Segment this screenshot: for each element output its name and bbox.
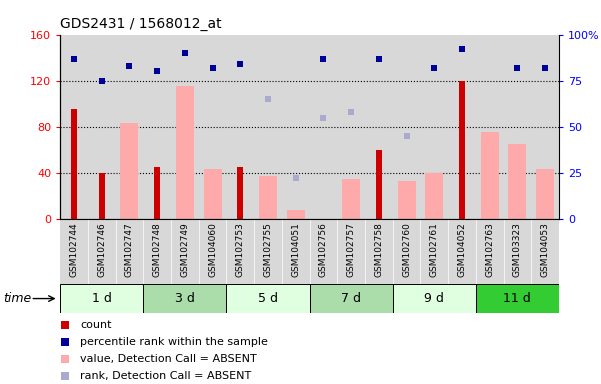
Bar	[459, 81, 465, 219]
Bar	[504, 219, 531, 284]
Text: 3 d: 3 d	[175, 292, 195, 305]
Text: GSM103323: GSM103323	[513, 222, 522, 277]
Bar	[531, 219, 559, 284]
Bar	[392, 219, 420, 284]
Bar	[337, 219, 365, 284]
Text: percentile rank within the sample: percentile rank within the sample	[80, 337, 268, 347]
Bar	[71, 109, 77, 219]
Bar	[287, 210, 305, 219]
Bar	[397, 181, 415, 219]
Bar	[536, 169, 554, 219]
Bar	[342, 179, 360, 219]
Bar	[227, 284, 310, 313]
Bar	[199, 219, 227, 284]
Text: GSM104052: GSM104052	[457, 222, 466, 277]
Text: 1 d: 1 d	[92, 292, 112, 305]
Text: GSM102746: GSM102746	[97, 222, 106, 277]
Bar	[310, 219, 337, 284]
Text: GSM102763: GSM102763	[485, 222, 494, 277]
Text: GSM102760: GSM102760	[402, 222, 411, 277]
Bar	[60, 219, 88, 284]
Text: GSM104060: GSM104060	[208, 222, 217, 277]
Bar	[508, 144, 526, 219]
Bar	[115, 219, 143, 284]
Bar	[143, 219, 171, 284]
Bar	[143, 284, 227, 313]
Bar	[376, 150, 382, 219]
Text: time: time	[3, 292, 31, 305]
Text: 11 d: 11 d	[504, 292, 531, 305]
Text: 7 d: 7 d	[341, 292, 361, 305]
Bar	[448, 219, 476, 284]
Bar	[426, 173, 443, 219]
Bar	[154, 167, 160, 219]
Text: 9 d: 9 d	[424, 292, 444, 305]
Text: GDS2431 / 1568012_at: GDS2431 / 1568012_at	[60, 17, 222, 31]
Text: GSM102757: GSM102757	[347, 222, 356, 277]
Bar	[476, 284, 559, 313]
Text: GSM102744: GSM102744	[70, 222, 79, 277]
Text: GSM102749: GSM102749	[180, 222, 189, 277]
Text: 5 d: 5 d	[258, 292, 278, 305]
Bar	[99, 173, 105, 219]
Text: GSM102755: GSM102755	[263, 222, 272, 277]
Bar	[476, 219, 504, 284]
Bar	[227, 219, 254, 284]
Text: GSM102756: GSM102756	[319, 222, 328, 277]
Bar	[237, 167, 243, 219]
Bar	[392, 284, 476, 313]
Text: GSM102748: GSM102748	[153, 222, 162, 277]
Bar	[310, 284, 392, 313]
Bar	[120, 123, 138, 219]
Bar	[204, 169, 222, 219]
Text: value, Detection Call = ABSENT: value, Detection Call = ABSENT	[80, 354, 257, 364]
Bar	[365, 219, 392, 284]
Text: rank, Detection Call = ABSENT: rank, Detection Call = ABSENT	[80, 371, 251, 381]
Bar	[254, 219, 282, 284]
Bar	[282, 219, 310, 284]
Text: count: count	[80, 320, 112, 330]
Text: GSM104053: GSM104053	[540, 222, 549, 277]
Text: GSM104051: GSM104051	[291, 222, 300, 277]
Bar	[60, 284, 143, 313]
Text: GSM102758: GSM102758	[374, 222, 383, 277]
Bar	[176, 86, 194, 219]
Text: GSM102753: GSM102753	[236, 222, 245, 277]
Bar	[88, 219, 115, 284]
Text: GSM102747: GSM102747	[125, 222, 134, 277]
Bar	[420, 219, 448, 284]
Text: GSM102761: GSM102761	[430, 222, 439, 277]
Bar	[481, 132, 499, 219]
Bar	[171, 219, 199, 284]
Bar	[259, 176, 277, 219]
